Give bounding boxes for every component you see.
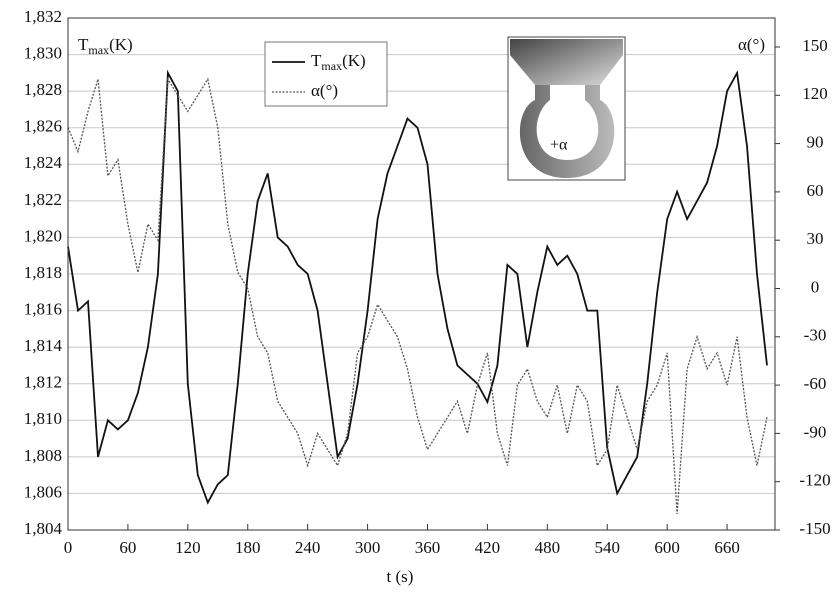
y-tick-label: 1,818 — [24, 263, 62, 282]
x-tick-label: 300 — [355, 538, 381, 557]
y2-tick-label: 0 — [811, 277, 820, 296]
label-part: T — [311, 51, 322, 70]
label-part: (K) — [109, 35, 133, 54]
y2-tick-label: -120 — [799, 471, 830, 490]
y-tick-label: 1,828 — [24, 80, 62, 99]
y-tick-label: 1,806 — [24, 482, 62, 501]
y-tick-label: 1,822 — [24, 190, 62, 209]
x-tick-label: 60 — [119, 538, 136, 557]
inset-label: +α — [550, 137, 568, 154]
series-line — [67, 77, 768, 514]
y-tick-label: 1,820 — [24, 226, 62, 245]
y2-tick-label: -60 — [804, 374, 827, 393]
x-tick-label: 240 — [295, 538, 321, 557]
y-tick-label: 1,830 — [24, 43, 62, 62]
series-line — [67, 69, 768, 505]
y-axis-label: Tmax(K) — [78, 35, 133, 57]
x-tick-label: 540 — [594, 538, 620, 557]
inset: +α — [507, 36, 626, 181]
legend-label: α(°) — [311, 81, 338, 100]
x-tick-label: 420 — [475, 538, 501, 557]
label-part: max — [88, 43, 109, 57]
y2-tick-label: 150 — [802, 36, 828, 55]
x-tick-label: 360 — [415, 538, 441, 557]
label-part: (K) — [342, 51, 366, 70]
y2-tick-label: 120 — [802, 84, 828, 103]
y-tick-label: 1,812 — [24, 373, 62, 392]
x-tick-label: 660 — [714, 538, 740, 557]
x-tick-label: 120 — [175, 538, 201, 557]
legend-label: Tmax(K) — [311, 51, 366, 73]
x-tick-label: 180 — [235, 538, 261, 557]
label-part: max — [321, 59, 342, 73]
label-part: T — [78, 35, 89, 54]
y-tick-label: 1,814 — [24, 336, 63, 355]
plot-frame — [67, 17, 776, 531]
y2-tick-label: -30 — [804, 326, 827, 345]
x-tick-label: 480 — [535, 538, 561, 557]
label-part: α(°) — [311, 81, 338, 100]
inset-ring — [519, 85, 615, 178]
y2-axis-label: α(°) — [738, 35, 765, 54]
y-tick-label: 1,808 — [24, 446, 62, 465]
y-tick-label: 1,826 — [24, 117, 62, 136]
y-tick-label: 1,804 — [24, 519, 63, 538]
y-tick-label: 1,810 — [24, 409, 62, 428]
legend: Tmax(K)α(°) — [264, 41, 388, 107]
y2-tick-label: 60 — [807, 181, 824, 200]
y2-tick-label: 30 — [807, 229, 824, 248]
y2-tick-label: -150 — [799, 519, 830, 538]
y2-tick-label: 90 — [807, 132, 824, 151]
y-tick-label: 1,832 — [24, 7, 62, 26]
inset-top — [510, 39, 623, 85]
x-tick-label: 0 — [64, 538, 73, 557]
y-tick-label: 1,816 — [24, 299, 62, 318]
x-axis-label: t (s) — [387, 567, 414, 586]
legend-frame — [264, 41, 388, 107]
y2-tick-label: -90 — [804, 422, 827, 441]
y-tick-label: 1,824 — [24, 153, 63, 172]
x-tick-label: 600 — [654, 538, 680, 557]
